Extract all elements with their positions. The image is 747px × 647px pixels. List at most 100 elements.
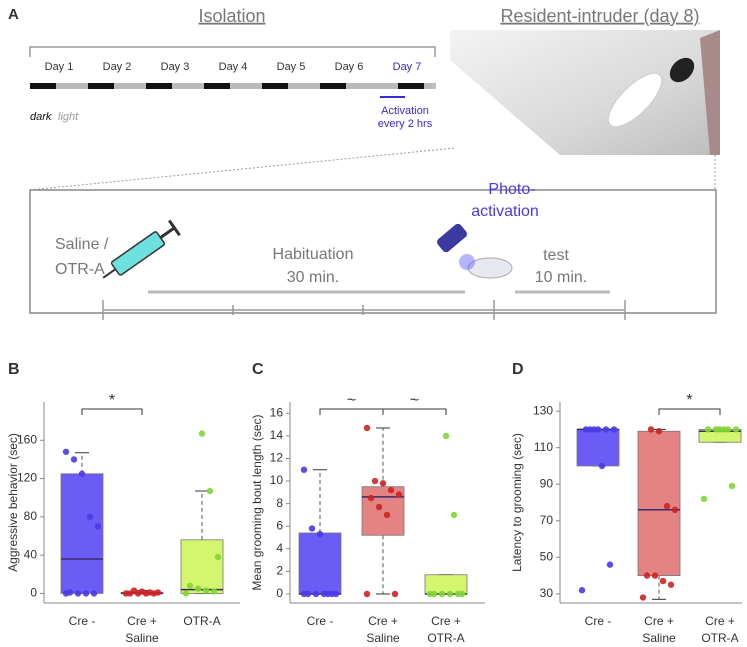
- y-tick-label: 12: [270, 451, 284, 465]
- y-tick-label: 70: [540, 513, 554, 527]
- data-point: [663, 502, 671, 510]
- box: [637, 430, 681, 576]
- data-point: [70, 456, 78, 463]
- photo-label: Photo-: [488, 181, 535, 198]
- activation-label: Activation: [381, 105, 429, 117]
- data-point: [367, 494, 375, 502]
- data-point: [430, 590, 438, 598]
- data-point: [210, 588, 218, 595]
- data-point: [66, 589, 74, 596]
- day-label: Day 6: [335, 61, 364, 73]
- panel-letter: A: [8, 6, 19, 23]
- data-point: [363, 590, 371, 598]
- data-point: [458, 590, 466, 598]
- light-phase: [262, 83, 320, 89]
- light-phase: [30, 83, 88, 89]
- y-tick-label: 8: [276, 496, 283, 510]
- significance-label: ~: [347, 392, 356, 409]
- x-tick-label: Cre +: [368, 614, 398, 628]
- isolation-title: Isolation: [198, 6, 265, 26]
- protocol-timeline: [102, 300, 626, 320]
- x-tick-label: Saline: [642, 631, 676, 645]
- x-tick-label: Cre -: [585, 614, 612, 628]
- data-point: [300, 466, 308, 473]
- data-point: [202, 587, 210, 594]
- data-point: [308, 525, 316, 532]
- data-point: [332, 590, 340, 598]
- dark-phase: [204, 83, 230, 89]
- data-point: [206, 487, 214, 495]
- y-tick-label: 0: [276, 586, 283, 600]
- x-tick-label: Cre -: [307, 614, 334, 628]
- y-axis-label: Aggressive behavior (sec): [6, 433, 20, 572]
- data-point: [86, 513, 94, 521]
- x-tick-label: OTR-A: [427, 631, 464, 645]
- data-point: [395, 491, 403, 498]
- day-label: Day 4: [219, 61, 248, 73]
- saline-label: OTR-A: [55, 261, 105, 278]
- data-point: [182, 590, 190, 597]
- x-tick-label: Cre +: [705, 614, 735, 628]
- data-point: [598, 462, 606, 470]
- data-point: [383, 511, 391, 519]
- saline-label: Saline /: [55, 236, 109, 253]
- day-label: Day 7: [393, 61, 422, 73]
- data-point: [728, 482, 736, 490]
- data-point: [387, 486, 395, 494]
- activation-label: every 2 hrs: [378, 118, 433, 130]
- light-label: light: [58, 111, 79, 123]
- light-phase: [320, 83, 378, 89]
- data-point: [655, 428, 663, 435]
- significance-bracket: [658, 408, 721, 415]
- arena-photo: [450, 30, 720, 155]
- timeline: Day 1 Day 2 Day 3 Day 4 Day 5 Day 6 Day 7: [30, 61, 436, 89]
- data-point: [194, 585, 202, 592]
- data-point: [732, 426, 740, 433]
- y-tick-label: 80: [24, 509, 38, 523]
- data-point: [450, 511, 458, 519]
- x-tick-label: OTR-A: [183, 614, 220, 628]
- data-point: [130, 587, 138, 594]
- data-point: [667, 581, 675, 588]
- x-tick-label: Saline: [125, 631, 159, 645]
- y-tick-label: 90: [540, 476, 554, 490]
- x-tick-label: Cre +: [644, 614, 674, 628]
- y-tick-label: 0: [30, 586, 37, 600]
- y-tick-label: 50: [540, 549, 554, 563]
- data-point: [700, 495, 708, 503]
- habituation-label: Habituation: [273, 246, 354, 263]
- data-point: [375, 503, 383, 511]
- dark-phase: [320, 83, 346, 89]
- data-point: [606, 561, 614, 568]
- data-point: [371, 477, 379, 485]
- y-tick-label: 10: [270, 473, 284, 487]
- data-point: [594, 426, 602, 433]
- mouse-icon: [437, 223, 513, 279]
- significance-bracket: [382, 408, 447, 415]
- data-point: [659, 577, 667, 585]
- y-tick-label: 2: [276, 564, 283, 578]
- x-tick-label: OTR-A: [701, 631, 738, 645]
- dark-phase: [30, 83, 56, 89]
- syringe: [102, 219, 181, 279]
- x-tick-label: Saline: [366, 631, 400, 645]
- y-tick-label: 110: [534, 440, 553, 454]
- data-point: [316, 530, 324, 538]
- data-point: [671, 506, 679, 514]
- data-point: [446, 590, 454, 598]
- y-tick-label: 120: [17, 471, 37, 485]
- data-point: [438, 590, 446, 598]
- data-point: [198, 430, 206, 437]
- x-tick-label: Cre -: [69, 614, 96, 628]
- data-point: [610, 426, 618, 433]
- dark-label: dark: [30, 111, 52, 123]
- significance-label: ~: [410, 392, 419, 409]
- x-tick-label: Cre +: [127, 614, 157, 628]
- y-tick-label: 160: [17, 432, 37, 446]
- habituation-label: 30 min.: [287, 269, 339, 286]
- data-point: [643, 572, 651, 579]
- data-point: [639, 594, 647, 601]
- panel-letter: C: [252, 361, 264, 378]
